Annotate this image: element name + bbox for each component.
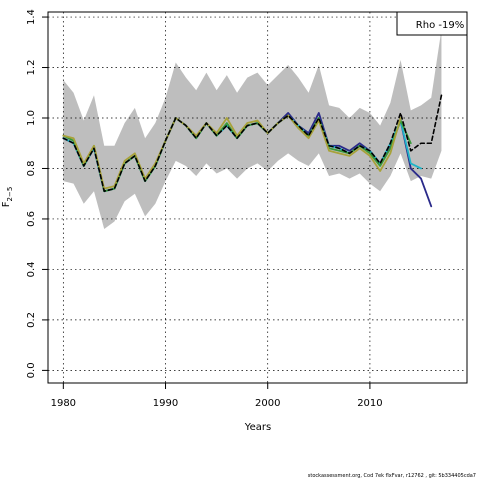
- y-tick-label: 1.2: [26, 60, 37, 76]
- y-tick-label: 1.4: [26, 9, 37, 25]
- x-axis: 1980 1990 2000 2010: [51, 382, 383, 409]
- x-tick-label: 2010: [357, 398, 382, 409]
- series-line-4: [62, 114, 402, 190]
- grid-layer: [48, 12, 467, 383]
- y-axis-title: F2−5: [1, 187, 14, 208]
- band-layer: [63, 29, 442, 230]
- footer-credit: stockassessment.org, Cod 7ek flxFvar, r1…: [307, 473, 476, 479]
- y-tick-label: 0.6: [26, 211, 37, 227]
- x-tick-label: 1990: [153, 398, 178, 409]
- x-tick-label: 2000: [255, 398, 280, 409]
- x-tick-label: 1980: [51, 398, 76, 409]
- confidence-band: [63, 29, 442, 230]
- y-axis: 0.0 0.2 0.4 0.6 0.8 1.0 1.2 1.4: [26, 9, 49, 378]
- y-axis-title-sub: 2−5: [6, 187, 14, 202]
- legend-label: Rho -19%: [416, 20, 464, 31]
- series-line-5: [62, 94, 443, 192]
- x-axis-title: Years: [244, 422, 271, 433]
- y-tick-label: 0.8: [26, 161, 37, 177]
- y-tick-label: 1.0: [26, 110, 37, 126]
- legend: Rho -19%: [396, 11, 468, 36]
- legend-box: [396, 11, 468, 36]
- y-tick-label: 0.0: [26, 362, 37, 378]
- y-axis-title-main: F: [1, 201, 12, 207]
- y-tick-label: 0.4: [26, 261, 37, 277]
- y-tick-label: 0.2: [26, 312, 37, 328]
- series-layer: [62, 94, 443, 208]
